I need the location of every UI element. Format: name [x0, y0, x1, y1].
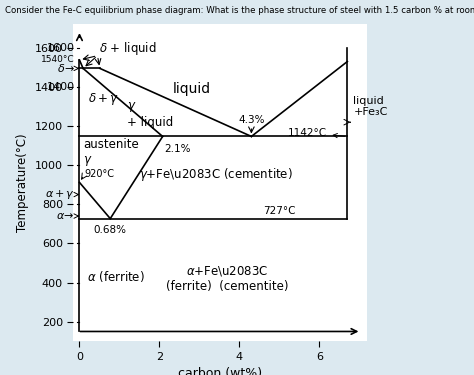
Text: 0.68%: 0.68% [94, 225, 127, 235]
Text: liquid
+Fe₃C: liquid +Fe₃C [353, 96, 388, 117]
Text: 1540°C: 1540°C [41, 55, 75, 64]
X-axis label: carbon (wt%): carbon (wt%) [178, 367, 263, 375]
Text: 920°C: 920°C [85, 169, 115, 179]
Text: $\alpha\!\rightarrow$: $\alpha\!\rightarrow$ [56, 211, 78, 221]
Text: $\delta + \gamma$: $\delta + \gamma$ [88, 91, 119, 107]
Text: $\alpha$+Fe\u2083C
(ferrite)  (cementite): $\alpha$+Fe\u2083C (ferrite) (cementite) [166, 264, 289, 293]
Text: 1400: 1400 [46, 82, 75, 92]
Text: austenite
$\gamma$: austenite $\gamma$ [83, 138, 139, 168]
Text: $\delta$ + liquid: $\delta$ + liquid [100, 40, 157, 57]
Text: $\alpha$ (ferrite): $\alpha$ (ferrite) [87, 269, 145, 284]
Text: 1142°C: 1142°C [287, 128, 345, 138]
Text: $\gamma$
+ liquid: $\gamma$ + liquid [128, 100, 173, 129]
Y-axis label: Temperature(°C): Temperature(°C) [17, 134, 29, 232]
Text: 4.3%: 4.3% [238, 115, 264, 125]
Text: $\delta\!\rightarrow$: $\delta\!\rightarrow$ [57, 62, 78, 74]
Text: 727°C: 727°C [263, 206, 296, 216]
Text: liquid: liquid [173, 82, 210, 96]
Text: $\gamma$+Fe\u2083C (cementite): $\gamma$+Fe\u2083C (cementite) [138, 166, 292, 183]
Text: $\alpha + \gamma$: $\alpha + \gamma$ [45, 188, 78, 201]
Text: 1600: 1600 [46, 43, 75, 53]
Text: 2.1%: 2.1% [164, 144, 191, 154]
Text: Consider the Fe-C equilibrium phase diagram: What is the phase structure of stee: Consider the Fe-C equilibrium phase diag… [5, 6, 474, 15]
